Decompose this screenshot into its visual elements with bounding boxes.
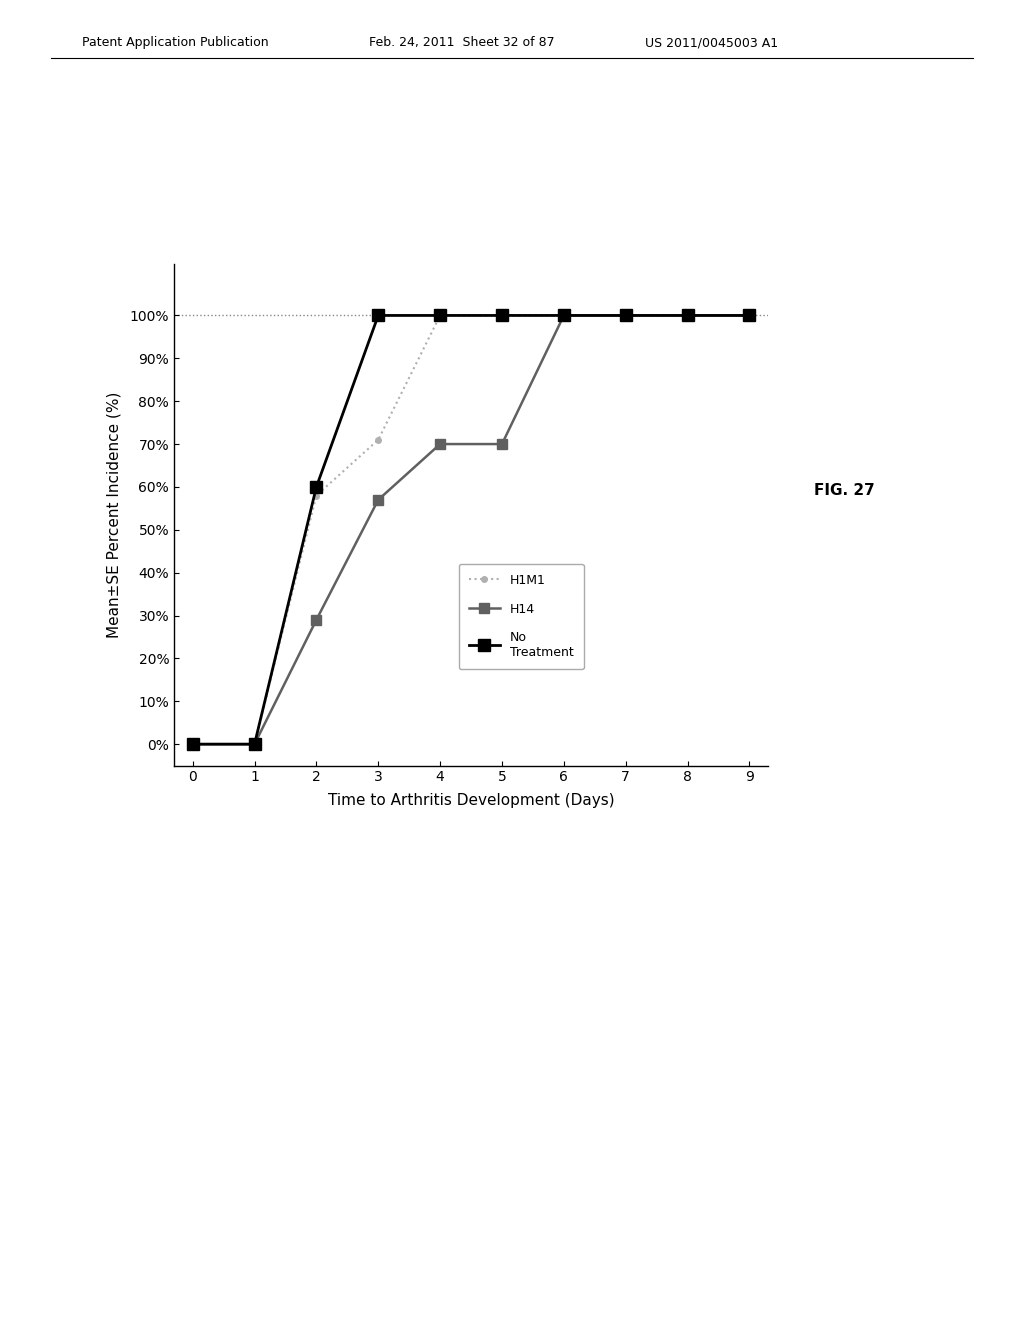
H1M1 [310, 487, 323, 503]
Text: Feb. 24, 2011  Sheet 32 of 87: Feb. 24, 2011 Sheet 32 of 87 [369, 36, 554, 49]
No
Treatment [186, 737, 199, 752]
H14 [434, 436, 446, 451]
No
Treatment [558, 308, 570, 323]
Line: No
Treatment: No Treatment [186, 309, 756, 750]
H14 [372, 492, 384, 508]
Text: FIG. 27: FIG. 27 [814, 483, 874, 498]
H14 [249, 737, 261, 752]
H14 [496, 436, 508, 451]
No
Treatment [249, 737, 261, 752]
Text: US 2011/0045003 A1: US 2011/0045003 A1 [645, 36, 778, 49]
Line: H1M1: H1M1 [189, 313, 753, 747]
Legend: H1M1, H14, No
Treatment: H1M1, H14, No Treatment [459, 564, 584, 669]
Line: H14: H14 [187, 310, 755, 748]
No
Treatment [743, 308, 756, 323]
X-axis label: Time to Arthritis Development (Days): Time to Arthritis Development (Days) [328, 793, 614, 808]
Text: Patent Application Publication: Patent Application Publication [82, 36, 268, 49]
No
Treatment [372, 308, 384, 323]
No
Treatment [310, 479, 323, 495]
H1M1 [496, 308, 508, 323]
H1M1 [743, 308, 756, 323]
H14 [310, 612, 323, 628]
H14 [620, 308, 632, 323]
H1M1 [681, 308, 693, 323]
No
Treatment [620, 308, 632, 323]
H1M1 [372, 432, 384, 447]
Y-axis label: Mean±SE Percent Incidence (%): Mean±SE Percent Incidence (%) [106, 392, 122, 638]
H1M1 [434, 308, 446, 323]
H1M1 [249, 737, 261, 752]
H14 [558, 308, 570, 323]
H1M1 [620, 308, 632, 323]
H1M1 [558, 308, 570, 323]
H1M1 [186, 737, 199, 752]
H14 [743, 308, 756, 323]
No
Treatment [681, 308, 693, 323]
No
Treatment [434, 308, 446, 323]
H14 [681, 308, 693, 323]
H14 [186, 737, 199, 752]
No
Treatment [496, 308, 508, 323]
